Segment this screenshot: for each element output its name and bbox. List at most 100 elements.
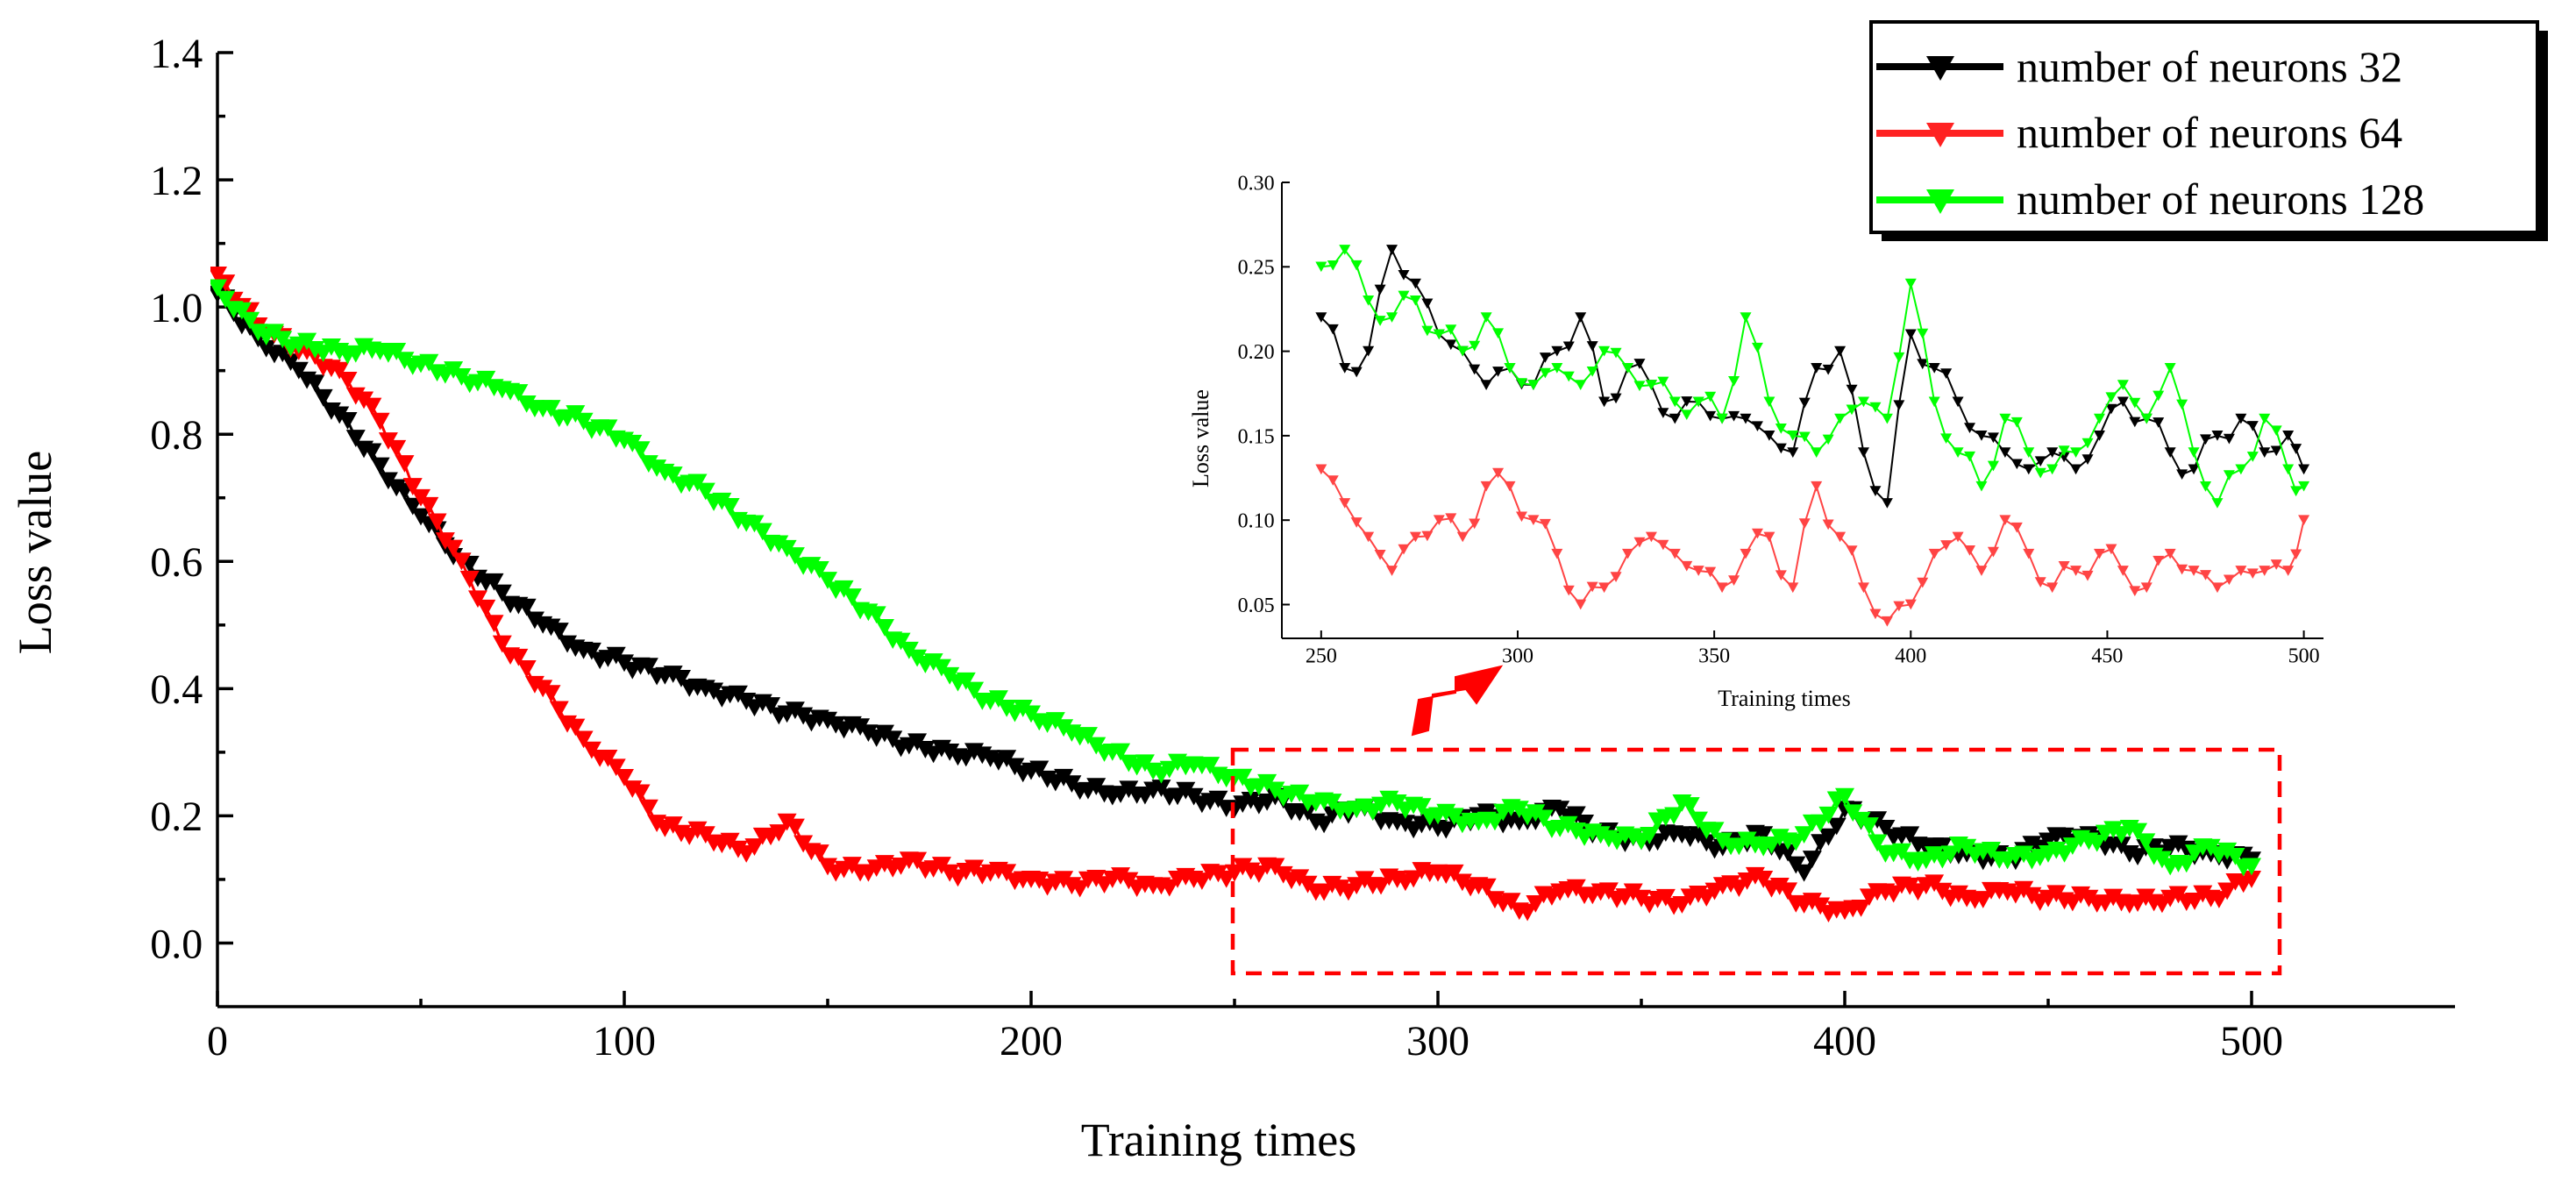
series-marker-0 (1818, 828, 1839, 846)
series-marker-2 (988, 690, 1008, 708)
inset-series-marker-1 (2153, 555, 2165, 566)
inset-series-marker-2 (2200, 481, 2212, 492)
zoom-arrow-icon (1411, 665, 1504, 737)
inset-series-marker-1 (2105, 544, 2117, 555)
y-axis-label: Loss value (9, 451, 61, 654)
inset-series-marker-0 (1952, 396, 1964, 408)
inset-series-marker-2 (1751, 342, 1763, 353)
series-marker-1 (1477, 878, 1497, 896)
inset-series-marker-0 (1811, 363, 1823, 374)
inset-series-marker-2 (2129, 397, 2141, 409)
inset-series-marker-1 (1881, 616, 1893, 627)
inset-series-marker-0 (1339, 363, 1351, 374)
inset-series-marker-2 (1999, 413, 2011, 424)
inset-series-marker-1 (2188, 566, 2200, 576)
series-marker-0 (1826, 817, 1847, 836)
inset-series-marker-0 (1834, 345, 1847, 357)
series-marker-2 (809, 560, 829, 579)
inset-series-marker-2 (1728, 375, 1740, 387)
inset-series-marker-1 (1633, 537, 1646, 548)
series-marker-1 (1314, 883, 1334, 901)
inset-series-marker-0 (1374, 284, 1386, 296)
series-marker-2 (1712, 832, 1733, 851)
inset-series-marker-0 (2259, 447, 2271, 458)
inset-series-marker-0 (1409, 278, 1421, 289)
series-marker-1 (2242, 871, 2261, 888)
series-marker-2 (1526, 804, 1546, 822)
series-marker-2 (573, 412, 594, 431)
inset-series-marker-2 (2290, 486, 2302, 497)
inset-series-marker-0 (1681, 396, 1693, 407)
inset-series-marker-1 (1928, 548, 1940, 559)
inset-x-axis-label: Training times (1718, 686, 1850, 711)
inset-series-marker-2 (2034, 467, 2046, 479)
inset-series-marker-2 (1740, 312, 1752, 323)
inset-series-marker-0 (1775, 443, 1787, 454)
series-marker-2 (687, 474, 708, 492)
series-marker-1 (1233, 858, 1253, 876)
inset-series-marker-1 (1787, 582, 1799, 594)
series-marker-0 (1151, 780, 1171, 797)
inset-series-marker-2 (1575, 380, 1587, 390)
inset-series-marker-2 (1787, 431, 1799, 441)
series-marker-2 (1680, 797, 1700, 815)
inset-series-marker-2 (1692, 396, 1704, 408)
inset-series-marker-1 (1586, 581, 1598, 593)
series-marker-0 (1802, 851, 1822, 868)
legend-label-32: number of neurons 32 (2017, 42, 2402, 91)
inset-series-marker-1 (1575, 599, 1587, 610)
zoom-region-box (1230, 747, 2282, 976)
inset-series-marker-1 (1421, 530, 1434, 542)
legend-marker-32 (1926, 56, 1954, 81)
inset-series-marker-1 (2211, 582, 2224, 594)
series-marker-2 (891, 632, 911, 651)
y-tick-label: 0.6 (150, 539, 203, 586)
inset-series-marker-0 (1787, 447, 1799, 458)
inset-series-marker-0 (1940, 368, 1953, 379)
inset-series-marker-2 (1763, 396, 1775, 408)
inset-series-marker-2 (2211, 498, 2224, 509)
inset-series-marker-2 (1964, 451, 1976, 462)
inset-y-tick-label: 0.20 (1238, 341, 1275, 364)
series-marker-2 (1868, 834, 1888, 852)
series-marker-2 (1851, 811, 1871, 830)
x-tick-label: 100 (593, 1018, 656, 1065)
series-marker-1 (2217, 882, 2238, 901)
inset-series-marker-2 (1327, 260, 1339, 271)
series-marker-2 (2176, 855, 2196, 873)
series-marker-1 (492, 635, 512, 653)
inset-series-marker-2 (2282, 464, 2295, 475)
inset-y-tick-label: 0.05 (1238, 595, 1275, 617)
inset-series-marker-1 (2223, 574, 2235, 586)
inset-series-marker-1 (1409, 531, 1421, 543)
series-marker-1 (769, 824, 789, 842)
series-marker-2 (1200, 757, 1220, 774)
inset-series-marker-0 (1904, 329, 1917, 340)
inset-series-marker-1 (1975, 566, 1988, 576)
series-marker-2 (387, 343, 407, 360)
inset-series-group (1315, 245, 2310, 627)
series-marker-2 (1982, 841, 2002, 859)
series-marker-1 (395, 455, 415, 473)
series-marker-0 (818, 711, 837, 730)
series-marker-1 (606, 758, 626, 777)
inset-series-marker-1 (2070, 566, 2082, 576)
inset-series-marker-1 (1669, 548, 1681, 559)
series-marker-2 (769, 535, 789, 553)
inset-series-marker-0 (2188, 464, 2200, 475)
inset-series-marker-1 (1798, 518, 1811, 529)
inset-series-marker-0 (1363, 345, 1375, 357)
legend-entry: number of neurons 32 (1876, 42, 2402, 91)
series-marker-1 (533, 680, 553, 698)
series-marker-2 (997, 699, 1017, 717)
inset-series-marker-1 (2093, 548, 2105, 559)
series-marker-0 (305, 374, 325, 393)
inset-series-marker-0 (1869, 486, 1882, 496)
series-marker-2 (923, 653, 943, 671)
series-marker-2 (248, 324, 268, 342)
series-marker-2 (395, 352, 415, 369)
inset-series-marker-0 (2034, 456, 2046, 467)
series-marker-1 (216, 274, 236, 292)
series-marker-1 (1948, 885, 1968, 903)
series-marker-2 (2217, 842, 2238, 860)
